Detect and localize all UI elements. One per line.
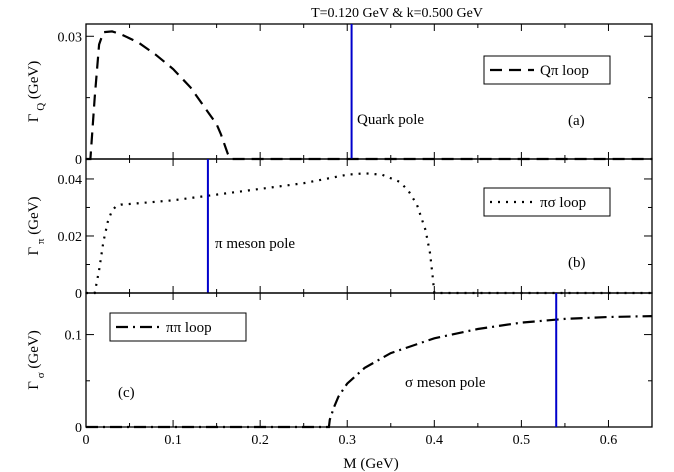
y-tick-label: 0.1 <box>65 329 83 344</box>
x-tick-labels: 0 0.1 0.2 0.3 0.4 0.5 0.6 <box>83 433 618 448</box>
legend-box <box>483 187 611 217</box>
y-tick-label: 0 <box>75 153 82 168</box>
panel-c: 0 0.1 Γ σ (GeV) σ meson pole (c) ππ loop <box>26 292 653 436</box>
legend-a: Qπ loop <box>483 55 611 85</box>
legend-label: Qπ loop <box>540 63 589 79</box>
y-tick-label: 0.03 <box>58 30 83 45</box>
x-axis-label: M (GeV) <box>343 456 398 472</box>
y-axis-label: Γ Q (GeV) <box>26 61 47 122</box>
legend-box <box>483 55 611 85</box>
legend-b: πσ loop <box>483 187 611 217</box>
panel-frame <box>85 23 653 160</box>
pole-label-a: Quark pole <box>357 112 424 128</box>
y-tick-label: 0.02 <box>58 230 83 245</box>
panels: 00.03Γ Q (GeV)Quark pole (a)Qπ loop00.020… <box>26 23 653 448</box>
panel-letter-b: (b) <box>568 255 586 271</box>
pole-label-c: σ meson pole <box>405 375 486 391</box>
y-tick-label: 0 <box>75 421 82 436</box>
x-tick-label: 0 <box>83 433 90 448</box>
figure-title: T=0.120 GeV & k=0.500 GeV <box>311 6 483 21</box>
x-tick-label: 0.6 <box>600 433 618 448</box>
y-axis-label: Γ π (GeV) <box>26 196 47 255</box>
y-tick-label: 0.04 <box>58 173 83 188</box>
legend-box <box>109 312 247 342</box>
panel-b: 0 0.02 0.04 Γ π (GeV) π meson pole (b) πσ loop <box>26 158 653 302</box>
legend-label: ππ loop <box>166 320 212 336</box>
series-line-c <box>86 315 653 429</box>
x-tick-label: 0.4 <box>426 433 444 448</box>
x-tick-label: 0.3 <box>338 433 356 448</box>
pole-label-b: π meson pole <box>215 236 295 252</box>
x-tick-label: 0.2 <box>251 433 269 448</box>
legend-c: ππ loop <box>109 312 247 342</box>
panel-letter-c: (c) <box>118 385 135 401</box>
x-tick-label: 0.5 <box>513 433 531 448</box>
panel-letter-a: (a) <box>568 113 585 129</box>
panel-a: 0 0.03 Γ Q (GeV) Quark pole (a) Qπ loop <box>26 23 653 168</box>
panel-frame <box>85 292 653 428</box>
y-tick-label: 0 <box>75 287 82 302</box>
panel-frame <box>85 158 653 294</box>
x-tick-label: 0.1 <box>164 433 182 448</box>
legend-label: πσ loop <box>540 195 586 211</box>
series-line-a <box>86 30 652 161</box>
y-axis-label: Γ σ (GeV) <box>26 330 47 389</box>
